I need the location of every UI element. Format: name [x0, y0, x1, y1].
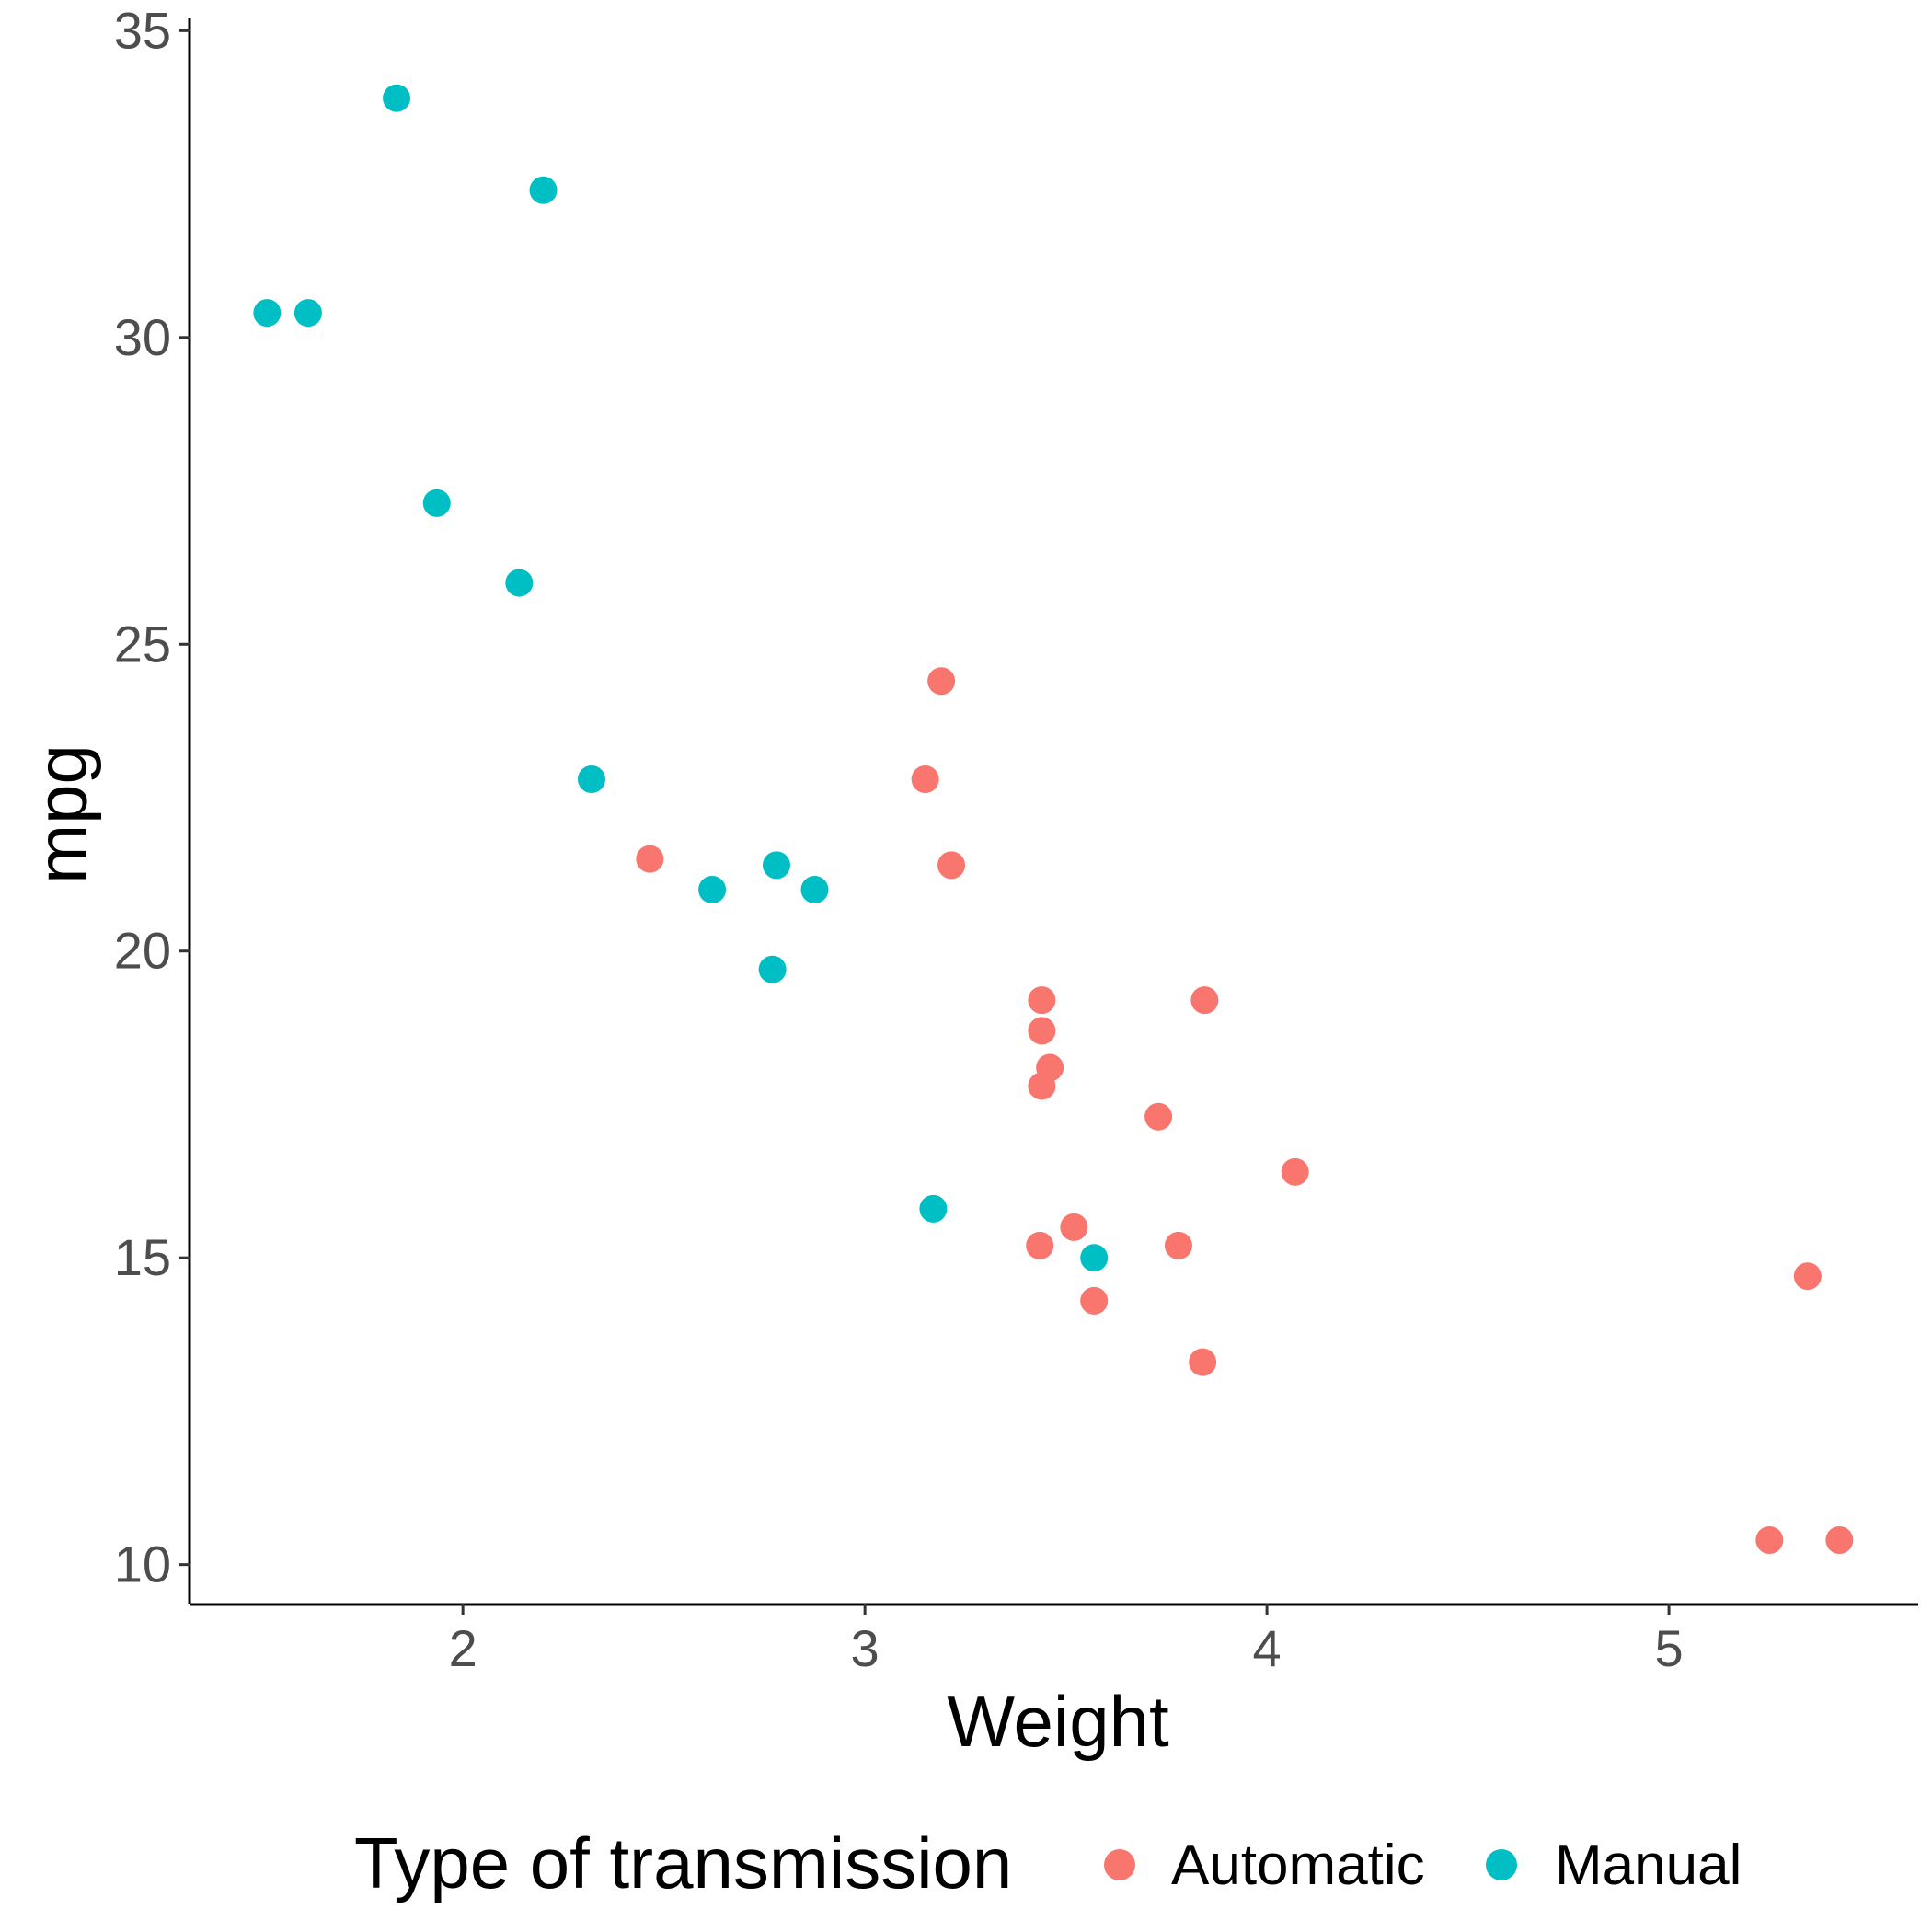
data-point-manual	[383, 84, 411, 112]
y-tick-label: 30	[114, 308, 171, 366]
points-layer	[253, 84, 1854, 1554]
data-point-automatic	[1793, 1262, 1822, 1291]
data-point-manual	[758, 955, 787, 983]
data-point-manual	[529, 176, 558, 204]
data-point-automatic	[1026, 1231, 1054, 1259]
x-tick-label: 2	[449, 1619, 477, 1677]
data-point-automatic	[1755, 1525, 1784, 1554]
data-point-manual	[253, 299, 282, 328]
data-point-automatic	[1080, 1286, 1109, 1315]
x-axis-title: Weight	[947, 1681, 1169, 1762]
data-point-automatic	[1190, 986, 1219, 1015]
data-point-automatic	[1164, 1231, 1192, 1259]
x-tick-label: 5	[1654, 1619, 1683, 1677]
data-point-manual	[698, 876, 727, 904]
data-point-manual	[577, 765, 605, 793]
data-point-automatic	[1281, 1157, 1309, 1186]
legend-label-manual: Manual	[1555, 1834, 1742, 1897]
legend-title: Type of transmission	[354, 1823, 1012, 1903]
y-tick-label: 15	[114, 1228, 171, 1286]
data-point-automatic	[1825, 1525, 1854, 1554]
x-tick-label: 4	[1253, 1619, 1282, 1677]
y-tick-label: 20	[114, 922, 171, 980]
y-axis-ticks: 10 15 20 25 30 35	[114, 1, 190, 1593]
data-point-manual	[1080, 1244, 1109, 1272]
legend: Type of transmission Automatic Manual	[354, 1823, 1742, 1903]
legend-key-manual	[1486, 1849, 1517, 1880]
data-point-manual	[505, 569, 534, 597]
data-point-automatic	[927, 667, 956, 696]
data-point-automatic	[1028, 986, 1056, 1015]
x-tick-label: 3	[851, 1619, 880, 1677]
x-axis-ticks: 2 3 4 5	[449, 1604, 1684, 1677]
data-point-manual	[762, 851, 790, 880]
y-tick-label: 35	[114, 1, 171, 59]
data-point-manual	[800, 876, 829, 904]
legend-key-automatic	[1104, 1849, 1135, 1880]
data-point-automatic	[1028, 1072, 1056, 1100]
data-point-automatic	[1060, 1213, 1088, 1241]
data-point-automatic	[937, 851, 966, 880]
y-axis-title: mpg	[21, 744, 102, 884]
y-tick-label: 25	[114, 615, 171, 673]
data-point-manual	[293, 299, 322, 328]
data-point-automatic	[1144, 1102, 1173, 1131]
legend-label-automatic: Automatic	[1171, 1834, 1425, 1897]
data-point-automatic	[1189, 1348, 1217, 1376]
y-tick-label: 10	[114, 1535, 171, 1593]
data-point-automatic	[1028, 1017, 1056, 1045]
data-point-automatic	[636, 845, 664, 873]
data-point-manual	[422, 489, 451, 517]
data-point-automatic	[911, 765, 939, 793]
data-point-manual	[919, 1194, 948, 1223]
